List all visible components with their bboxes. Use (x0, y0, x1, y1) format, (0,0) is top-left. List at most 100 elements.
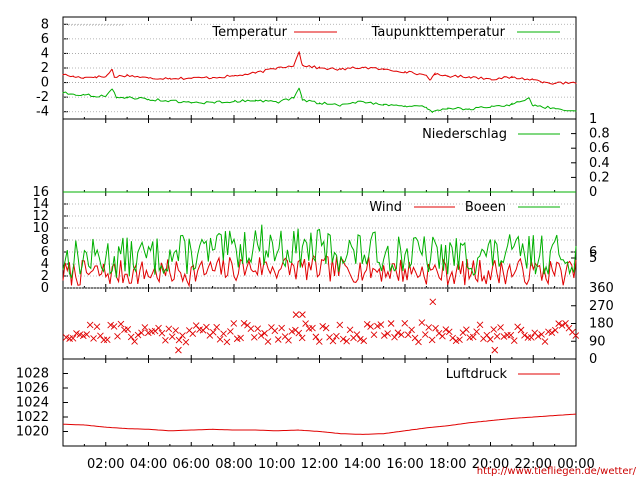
direction-marker (288, 328, 296, 335)
x-tick-label: 06:00 (173, 457, 210, 472)
x-tick-label: 12:00 (301, 457, 338, 472)
direction-marker (319, 322, 327, 330)
direction-marker (497, 324, 504, 331)
y-tick-label-right: 0 (589, 185, 597, 200)
direction-marker (418, 319, 426, 326)
series-line-wind (62, 254, 577, 288)
y-tick-label-left: 8 (41, 233, 49, 248)
y-tick-label-right: 0.4 (589, 156, 610, 171)
direction-marker (299, 311, 306, 318)
direction-marker (363, 320, 371, 328)
legends: Temperatur Taupunkttemperatur Niederschlag… (211, 25, 560, 382)
direction-marker (558, 322, 566, 329)
direction-marker (572, 332, 580, 339)
y-tick-label-right: 0.2 (589, 170, 610, 185)
direction-marker (469, 333, 477, 341)
x-tick-label: 00:00 (557, 457, 594, 472)
direction-marker (380, 332, 388, 339)
y-tick-label-left: 4 (41, 46, 49, 61)
direction-marker (483, 331, 491, 339)
legend-label: Boeen (465, 200, 506, 215)
direction-marker (250, 334, 258, 341)
direction-marker (408, 326, 415, 334)
y-tick-label-right: 360 (589, 281, 614, 296)
direction-marker (377, 321, 385, 328)
direction-marker (295, 329, 303, 337)
series-line-luftdruck (63, 413, 577, 435)
direction-marker (333, 332, 340, 340)
y-tick-label-left: 1020 (16, 425, 49, 440)
direction-marker (493, 332, 501, 340)
direction-marker (168, 333, 176, 341)
x-tick-label: 16:00 (386, 457, 423, 472)
direction-marker (223, 338, 231, 346)
direction-marker (541, 338, 549, 345)
legend-label: Taupunkttemperatur (371, 25, 506, 40)
direction-marker (439, 332, 446, 340)
direction-marker (500, 333, 508, 340)
y-tick-label-left: 4 (41, 257, 49, 272)
direction-marker (158, 329, 166, 337)
x-tick-label: 02:00 (87, 457, 124, 472)
y-tick-label-left: 8 (41, 17, 49, 32)
direction-marker (138, 329, 145, 337)
chart-marks (62, 51, 580, 435)
direction-marker (555, 320, 563, 327)
y-tick-label-right: 0.8 (589, 127, 610, 142)
direction-marker (175, 346, 182, 354)
direction-marker (322, 324, 330, 332)
y-tick-label-left: 1026 (16, 381, 49, 396)
direction-marker (69, 335, 77, 342)
direction-marker (538, 331, 545, 338)
direction-marker (237, 334, 244, 342)
direction-marker (415, 338, 422, 346)
direction-marker (220, 330, 227, 338)
direction-marker (261, 329, 268, 337)
legend-label: Wind (369, 200, 402, 215)
direction-marker (172, 327, 179, 334)
direction-marker (90, 335, 97, 342)
legend-label: Niederschlag (422, 127, 507, 142)
direction-marker (374, 322, 381, 330)
direction-marker (401, 320, 409, 327)
direction-marker (432, 324, 439, 332)
direction-marker (510, 337, 518, 344)
y-tick-label-left: 16 (32, 185, 49, 200)
direction-marker (442, 326, 450, 333)
x-tick-label: 14:00 (344, 457, 381, 472)
y-tick-label-left: 10 (32, 221, 49, 236)
direction-marker (429, 298, 437, 306)
direction-marker (524, 334, 532, 341)
direction-marker (486, 335, 494, 343)
legend-label: Luftdruck (446, 367, 508, 382)
x-tick-label: 08:00 (215, 457, 252, 472)
direction-marker (240, 319, 248, 327)
series-line-taupunkttemperatur (62, 87, 577, 114)
y-tick-label-right: 6 (589, 245, 597, 260)
direction-marker (247, 325, 255, 333)
direction-marker (428, 336, 436, 344)
direction-marker (490, 326, 498, 333)
direction-marker (155, 324, 162, 332)
y-tick-label-left: 14 (32, 197, 49, 212)
direction-marker (103, 336, 111, 344)
direction-marker (97, 332, 104, 340)
direction-marker (189, 330, 197, 337)
direction-marker (360, 337, 368, 345)
direction-marker (476, 321, 484, 329)
direction-marker (285, 336, 292, 344)
direction-marker (86, 321, 94, 329)
y-tick-label-left: 6 (41, 245, 49, 260)
y-tick-label-left: 12 (32, 209, 49, 224)
direction-marker (230, 320, 238, 327)
source-url[interactable]: http://www.tiefliegen.de/wetter/ (477, 466, 637, 477)
direction-marker (425, 324, 433, 331)
y-tick-label-right: 180 (589, 317, 614, 332)
tick-labels: 02:00 04:00 06:00 08:00 10:00 12:00 14:00 16:00… (16, 17, 614, 472)
y-tick-label-left: 0 (41, 281, 49, 296)
y-tick-label-right: 270 (589, 299, 614, 314)
y-tick-label-left: -4 (36, 105, 49, 120)
direction-marker (398, 331, 405, 339)
y-tick-label-left: 2 (41, 269, 49, 284)
